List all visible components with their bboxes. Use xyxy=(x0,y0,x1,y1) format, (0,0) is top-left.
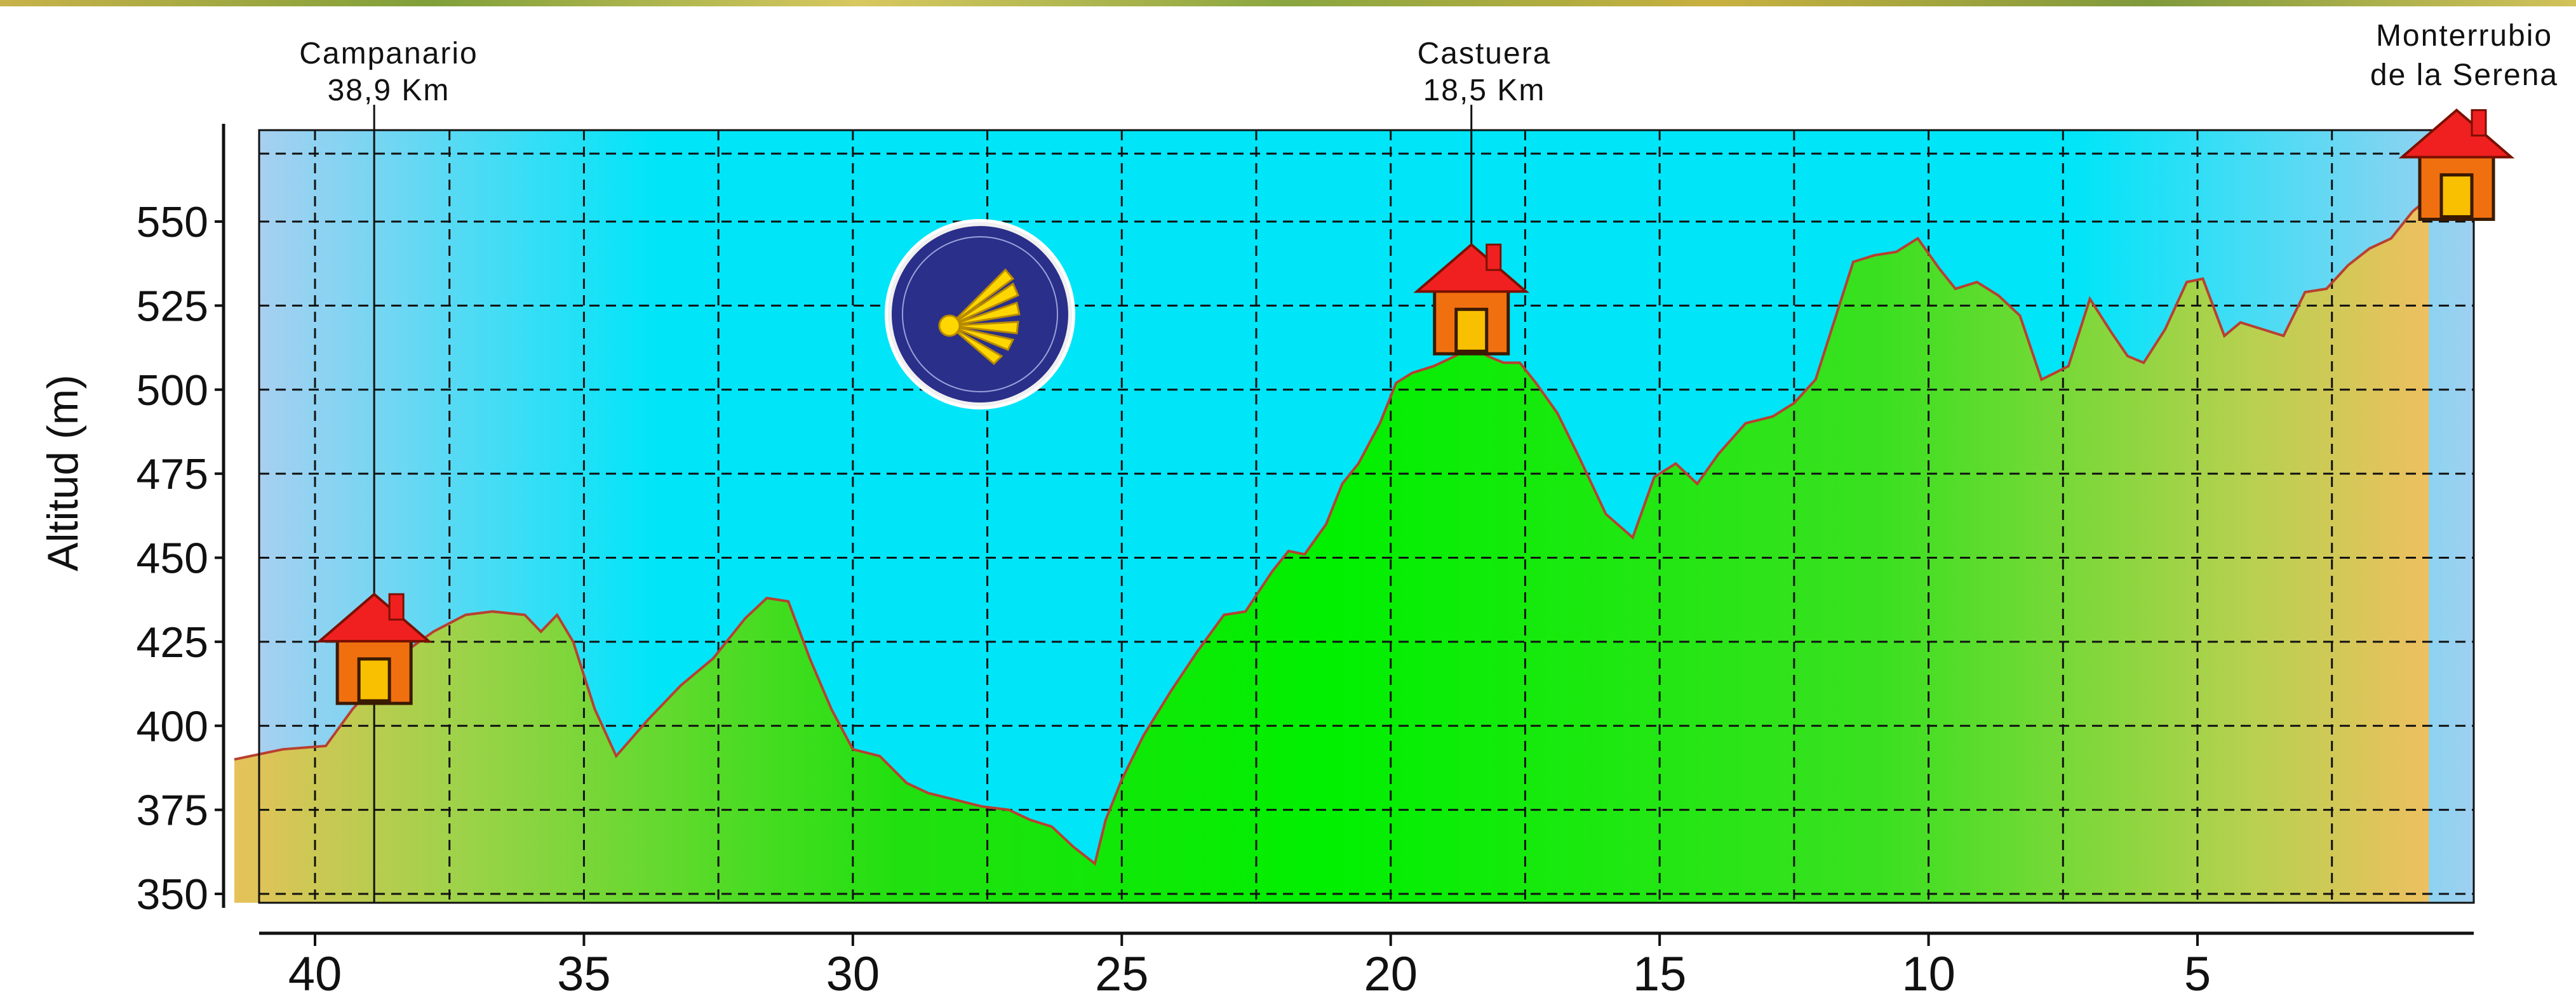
location-campanario: Campanario 38,9 Km xyxy=(299,37,478,903)
x-tick-label: 40 xyxy=(288,947,342,998)
y-axis-title: Altitud (m) xyxy=(39,375,87,571)
camino-shell-emblem xyxy=(885,219,1075,409)
house-door xyxy=(1454,307,1489,353)
y-tick-label: 475 xyxy=(137,450,208,498)
x-tick-label: 20 xyxy=(1364,947,1418,998)
house-chimney xyxy=(388,593,405,621)
x-tick-label: 25 xyxy=(1095,947,1149,998)
decorative-top-strip xyxy=(0,0,2576,6)
elevation-line xyxy=(234,197,2430,866)
location-layer: Campanario 38,9 Km Castuera 18,5 Km Monterru… xyxy=(299,19,2558,903)
location-name: Castuera xyxy=(1418,37,1552,70)
scallop-shell-icon xyxy=(938,268,1021,366)
house-icon xyxy=(2398,108,2515,221)
x-tick-label: 10 xyxy=(1902,947,1955,998)
location-distance: 18,5 Km xyxy=(1423,74,1546,107)
x-axis: 40 35 30 25 20 15 10 5 xyxy=(259,931,2474,998)
location-monterrubio: Monterrubio de la Serena xyxy=(2370,19,2558,221)
y-tick-label: 500 xyxy=(137,366,208,415)
house-door xyxy=(2439,173,2474,218)
y-tick-label: 400 xyxy=(137,702,208,750)
y-tick-label: 350 xyxy=(137,870,208,919)
y-tick-label: 525 xyxy=(137,282,208,330)
house-chimney xyxy=(1486,243,1502,271)
y-axis: 350 375 400 425 450 475 500 525 550 xyxy=(137,124,225,919)
house-door xyxy=(357,657,391,703)
house-chimney xyxy=(2471,109,2487,136)
y-tick-label: 425 xyxy=(137,618,208,667)
y-tick-label: 375 xyxy=(137,787,208,835)
y-tick-label: 550 xyxy=(137,198,208,246)
location-distance: 38,9 Km xyxy=(328,74,450,107)
location-castuera: Castuera 18,5 Km xyxy=(1413,37,1552,356)
house-icon xyxy=(316,592,433,705)
house-icon xyxy=(1413,243,1530,356)
location-name: Campanario xyxy=(299,37,478,70)
x-tick-label: 30 xyxy=(826,947,880,998)
x-tick-label: 35 xyxy=(557,947,611,998)
x-tick-label: 15 xyxy=(1633,947,1687,998)
plot-frame xyxy=(258,129,2475,904)
x-tick-label: 5 xyxy=(2184,947,2211,998)
grid-layer xyxy=(259,130,2474,903)
location-name: Monterrubio xyxy=(2376,19,2553,53)
y-tick-label: 450 xyxy=(137,535,208,583)
location-name-line2: de la Serena xyxy=(2370,58,2558,92)
